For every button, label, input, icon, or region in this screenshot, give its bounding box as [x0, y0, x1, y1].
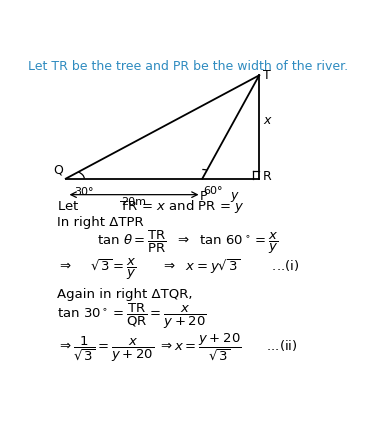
Text: Let          TR = $x$ and PR = $y$: Let TR = $x$ and PR = $y$ — [57, 198, 245, 216]
Text: $\Rightarrow$    $\sqrt{3} = \dfrac{x}{y}$      $\Rightarrow$  $x = y\sqrt{3}$  : $\Rightarrow$ $\sqrt{3} = \dfrac{x}{y}$ … — [57, 257, 299, 282]
Text: 20m: 20m — [121, 197, 146, 207]
Text: Let TR be the tree and PR be the width of the river.: Let TR be the tree and PR be the width o… — [28, 60, 348, 73]
Text: 30°: 30° — [75, 187, 94, 197]
Text: $\tan\,30^\circ = \dfrac{\mathrm{TR}}{\mathrm{QR}} = \dfrac{x}{y+20}$: $\tan\,30^\circ = \dfrac{\mathrm{TR}}{\m… — [57, 301, 207, 330]
Text: y: y — [230, 189, 237, 202]
Text: Q: Q — [53, 164, 63, 177]
Text: x: x — [264, 114, 271, 127]
Text: P: P — [200, 190, 207, 203]
Text: R: R — [263, 171, 272, 184]
Text: $\tan\,\theta = \dfrac{\mathrm{TR}}{\mathrm{PR}}$  $\Rightarrow$  $\tan\,60^\cir: $\tan\,\theta = \dfrac{\mathrm{TR}}{\mat… — [97, 229, 279, 255]
Text: Again in right ΔTQR,: Again in right ΔTQR, — [57, 288, 193, 301]
Text: In right ΔTPR: In right ΔTPR — [57, 216, 144, 229]
Text: 60°: 60° — [203, 186, 223, 196]
Text: $\Rightarrow\dfrac{1}{\sqrt{3}} = \dfrac{x}{y+20}$ $\Rightarrow x = \dfrac{y+20}: $\Rightarrow\dfrac{1}{\sqrt{3}} = \dfrac… — [57, 331, 298, 363]
Text: T: T — [263, 69, 270, 82]
